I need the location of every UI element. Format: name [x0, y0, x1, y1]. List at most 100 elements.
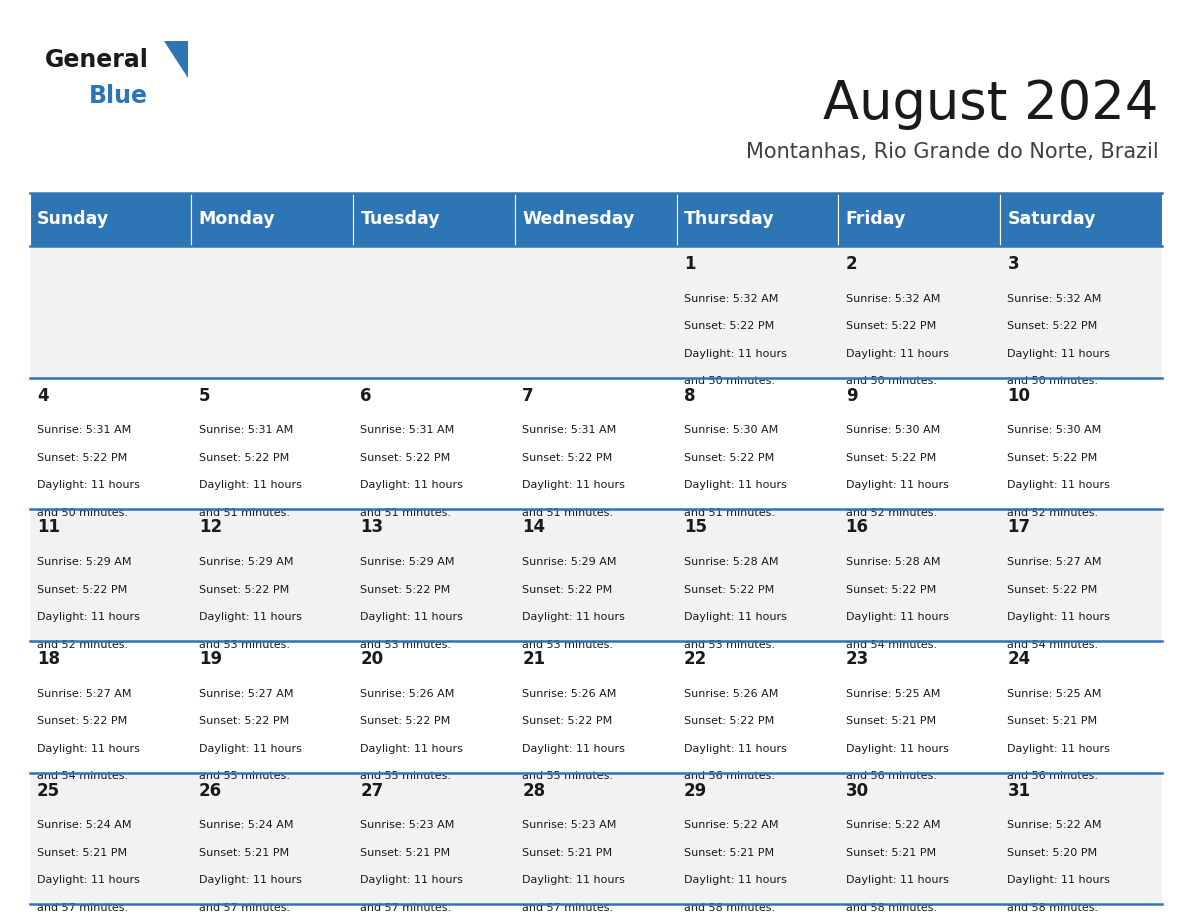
Text: Monday: Monday: [198, 210, 276, 229]
Text: Daylight: 11 hours: Daylight: 11 hours: [523, 612, 625, 622]
Text: Sunset: 5:22 PM: Sunset: 5:22 PM: [198, 716, 289, 726]
Text: Sunrise: 5:26 AM: Sunrise: 5:26 AM: [360, 688, 455, 699]
Text: 30: 30: [846, 782, 868, 800]
Text: Wednesday: Wednesday: [523, 210, 634, 229]
Text: Daylight: 11 hours: Daylight: 11 hours: [37, 612, 140, 622]
Text: and 57 minutes.: and 57 minutes.: [198, 903, 290, 912]
Text: Sunrise: 5:26 AM: Sunrise: 5:26 AM: [684, 688, 778, 699]
Text: Daylight: 11 hours: Daylight: 11 hours: [1007, 612, 1111, 622]
Text: 3: 3: [1007, 255, 1019, 274]
Text: Sunset: 5:22 PM: Sunset: 5:22 PM: [684, 585, 775, 595]
Text: Sunrise: 5:32 AM: Sunrise: 5:32 AM: [1007, 294, 1101, 304]
Text: Daylight: 11 hours: Daylight: 11 hours: [523, 876, 625, 885]
Text: 21: 21: [523, 650, 545, 668]
Text: Daylight: 11 hours: Daylight: 11 hours: [846, 349, 948, 359]
Text: Sunrise: 5:22 AM: Sunrise: 5:22 AM: [846, 821, 940, 830]
Text: Sunset: 5:22 PM: Sunset: 5:22 PM: [846, 321, 936, 331]
Text: and 51 minutes.: and 51 minutes.: [684, 508, 775, 518]
Text: 17: 17: [1007, 519, 1030, 536]
Text: and 51 minutes.: and 51 minutes.: [360, 508, 451, 518]
Text: August 2024: August 2024: [823, 78, 1158, 130]
Text: and 55 minutes.: and 55 minutes.: [360, 771, 451, 781]
Text: Daylight: 11 hours: Daylight: 11 hours: [1007, 349, 1111, 359]
Text: 26: 26: [198, 782, 222, 800]
Text: Sunset: 5:22 PM: Sunset: 5:22 PM: [198, 453, 289, 463]
Text: and 58 minutes.: and 58 minutes.: [1007, 903, 1099, 912]
Text: 19: 19: [198, 650, 222, 668]
Text: and 56 minutes.: and 56 minutes.: [846, 771, 936, 781]
Text: 10: 10: [1007, 386, 1030, 405]
Text: Saturday: Saturday: [1007, 210, 1095, 229]
Text: Sunrise: 5:27 AM: Sunrise: 5:27 AM: [198, 688, 293, 699]
Text: 24: 24: [1007, 650, 1031, 668]
Text: Daylight: 11 hours: Daylight: 11 hours: [846, 744, 948, 754]
Text: Sunset: 5:22 PM: Sunset: 5:22 PM: [37, 453, 127, 463]
Text: 7: 7: [523, 386, 533, 405]
Text: Daylight: 11 hours: Daylight: 11 hours: [1007, 744, 1111, 754]
Text: 4: 4: [37, 386, 49, 405]
Text: Sunrise: 5:22 AM: Sunrise: 5:22 AM: [1007, 821, 1102, 830]
Text: Daylight: 11 hours: Daylight: 11 hours: [37, 480, 140, 490]
Text: Daylight: 11 hours: Daylight: 11 hours: [684, 876, 786, 885]
Text: Daylight: 11 hours: Daylight: 11 hours: [1007, 480, 1111, 490]
Text: 6: 6: [360, 386, 372, 405]
Text: 31: 31: [1007, 782, 1030, 800]
Text: Sunset: 5:21 PM: Sunset: 5:21 PM: [846, 716, 936, 726]
Text: Sunset: 5:22 PM: Sunset: 5:22 PM: [846, 453, 936, 463]
Text: and 53 minutes.: and 53 minutes.: [360, 640, 451, 650]
Text: Sunset: 5:22 PM: Sunset: 5:22 PM: [684, 321, 775, 331]
Text: Sunset: 5:22 PM: Sunset: 5:22 PM: [523, 585, 613, 595]
Text: Sunset: 5:22 PM: Sunset: 5:22 PM: [684, 453, 775, 463]
Text: 25: 25: [37, 782, 61, 800]
Text: Tuesday: Tuesday: [360, 210, 440, 229]
Text: and 50 minutes.: and 50 minutes.: [846, 376, 936, 386]
Text: Sunset: 5:22 PM: Sunset: 5:22 PM: [684, 716, 775, 726]
Text: and 56 minutes.: and 56 minutes.: [684, 771, 775, 781]
Text: Sunset: 5:22 PM: Sunset: 5:22 PM: [360, 453, 450, 463]
Text: Daylight: 11 hours: Daylight: 11 hours: [198, 744, 302, 754]
Text: and 53 minutes.: and 53 minutes.: [684, 640, 775, 650]
Text: Sunrise: 5:32 AM: Sunrise: 5:32 AM: [846, 294, 940, 304]
Text: 16: 16: [846, 519, 868, 536]
Text: Sunday: Sunday: [37, 210, 109, 229]
Text: and 58 minutes.: and 58 minutes.: [846, 903, 937, 912]
Text: and 54 minutes.: and 54 minutes.: [846, 640, 937, 650]
Text: and 50 minutes.: and 50 minutes.: [37, 508, 128, 518]
Text: Sunrise: 5:25 AM: Sunrise: 5:25 AM: [1007, 688, 1101, 699]
Text: Sunrise: 5:30 AM: Sunrise: 5:30 AM: [846, 425, 940, 435]
Text: Daylight: 11 hours: Daylight: 11 hours: [360, 876, 463, 885]
Text: Sunrise: 5:27 AM: Sunrise: 5:27 AM: [1007, 557, 1102, 567]
Text: and 54 minutes.: and 54 minutes.: [37, 771, 128, 781]
Text: and 52 minutes.: and 52 minutes.: [1007, 508, 1099, 518]
Text: and 57 minutes.: and 57 minutes.: [523, 903, 613, 912]
Text: Blue: Blue: [89, 84, 148, 108]
Text: and 52 minutes.: and 52 minutes.: [846, 508, 937, 518]
Text: Sunset: 5:22 PM: Sunset: 5:22 PM: [1007, 321, 1098, 331]
Text: Sunset: 5:22 PM: Sunset: 5:22 PM: [1007, 453, 1098, 463]
Text: Daylight: 11 hours: Daylight: 11 hours: [684, 349, 786, 359]
Text: Sunrise: 5:23 AM: Sunrise: 5:23 AM: [523, 821, 617, 830]
Text: Daylight: 11 hours: Daylight: 11 hours: [1007, 876, 1111, 885]
Text: and 52 minutes.: and 52 minutes.: [37, 640, 128, 650]
Text: Sunrise: 5:29 AM: Sunrise: 5:29 AM: [37, 557, 132, 567]
Text: Sunset: 5:22 PM: Sunset: 5:22 PM: [1007, 585, 1098, 595]
Text: Sunrise: 5:31 AM: Sunrise: 5:31 AM: [37, 425, 131, 435]
Text: Sunrise: 5:31 AM: Sunrise: 5:31 AM: [523, 425, 617, 435]
Text: Sunrise: 5:24 AM: Sunrise: 5:24 AM: [37, 821, 132, 830]
Text: Sunset: 5:21 PM: Sunset: 5:21 PM: [360, 848, 450, 857]
Text: Daylight: 11 hours: Daylight: 11 hours: [684, 744, 786, 754]
Text: Sunrise: 5:22 AM: Sunrise: 5:22 AM: [684, 821, 778, 830]
Text: and 55 minutes.: and 55 minutes.: [523, 771, 613, 781]
Text: and 55 minutes.: and 55 minutes.: [198, 771, 290, 781]
Text: Sunrise: 5:29 AM: Sunrise: 5:29 AM: [523, 557, 617, 567]
Text: Thursday: Thursday: [684, 210, 775, 229]
Text: Sunset: 5:22 PM: Sunset: 5:22 PM: [37, 585, 127, 595]
Text: Sunset: 5:22 PM: Sunset: 5:22 PM: [360, 585, 450, 595]
Text: Sunset: 5:21 PM: Sunset: 5:21 PM: [37, 848, 127, 857]
Text: Sunset: 5:21 PM: Sunset: 5:21 PM: [1007, 716, 1098, 726]
Text: 23: 23: [846, 650, 868, 668]
Text: Sunrise: 5:28 AM: Sunrise: 5:28 AM: [846, 557, 940, 567]
Text: General: General: [45, 48, 148, 72]
Text: and 53 minutes.: and 53 minutes.: [523, 640, 613, 650]
Text: 22: 22: [684, 650, 707, 668]
